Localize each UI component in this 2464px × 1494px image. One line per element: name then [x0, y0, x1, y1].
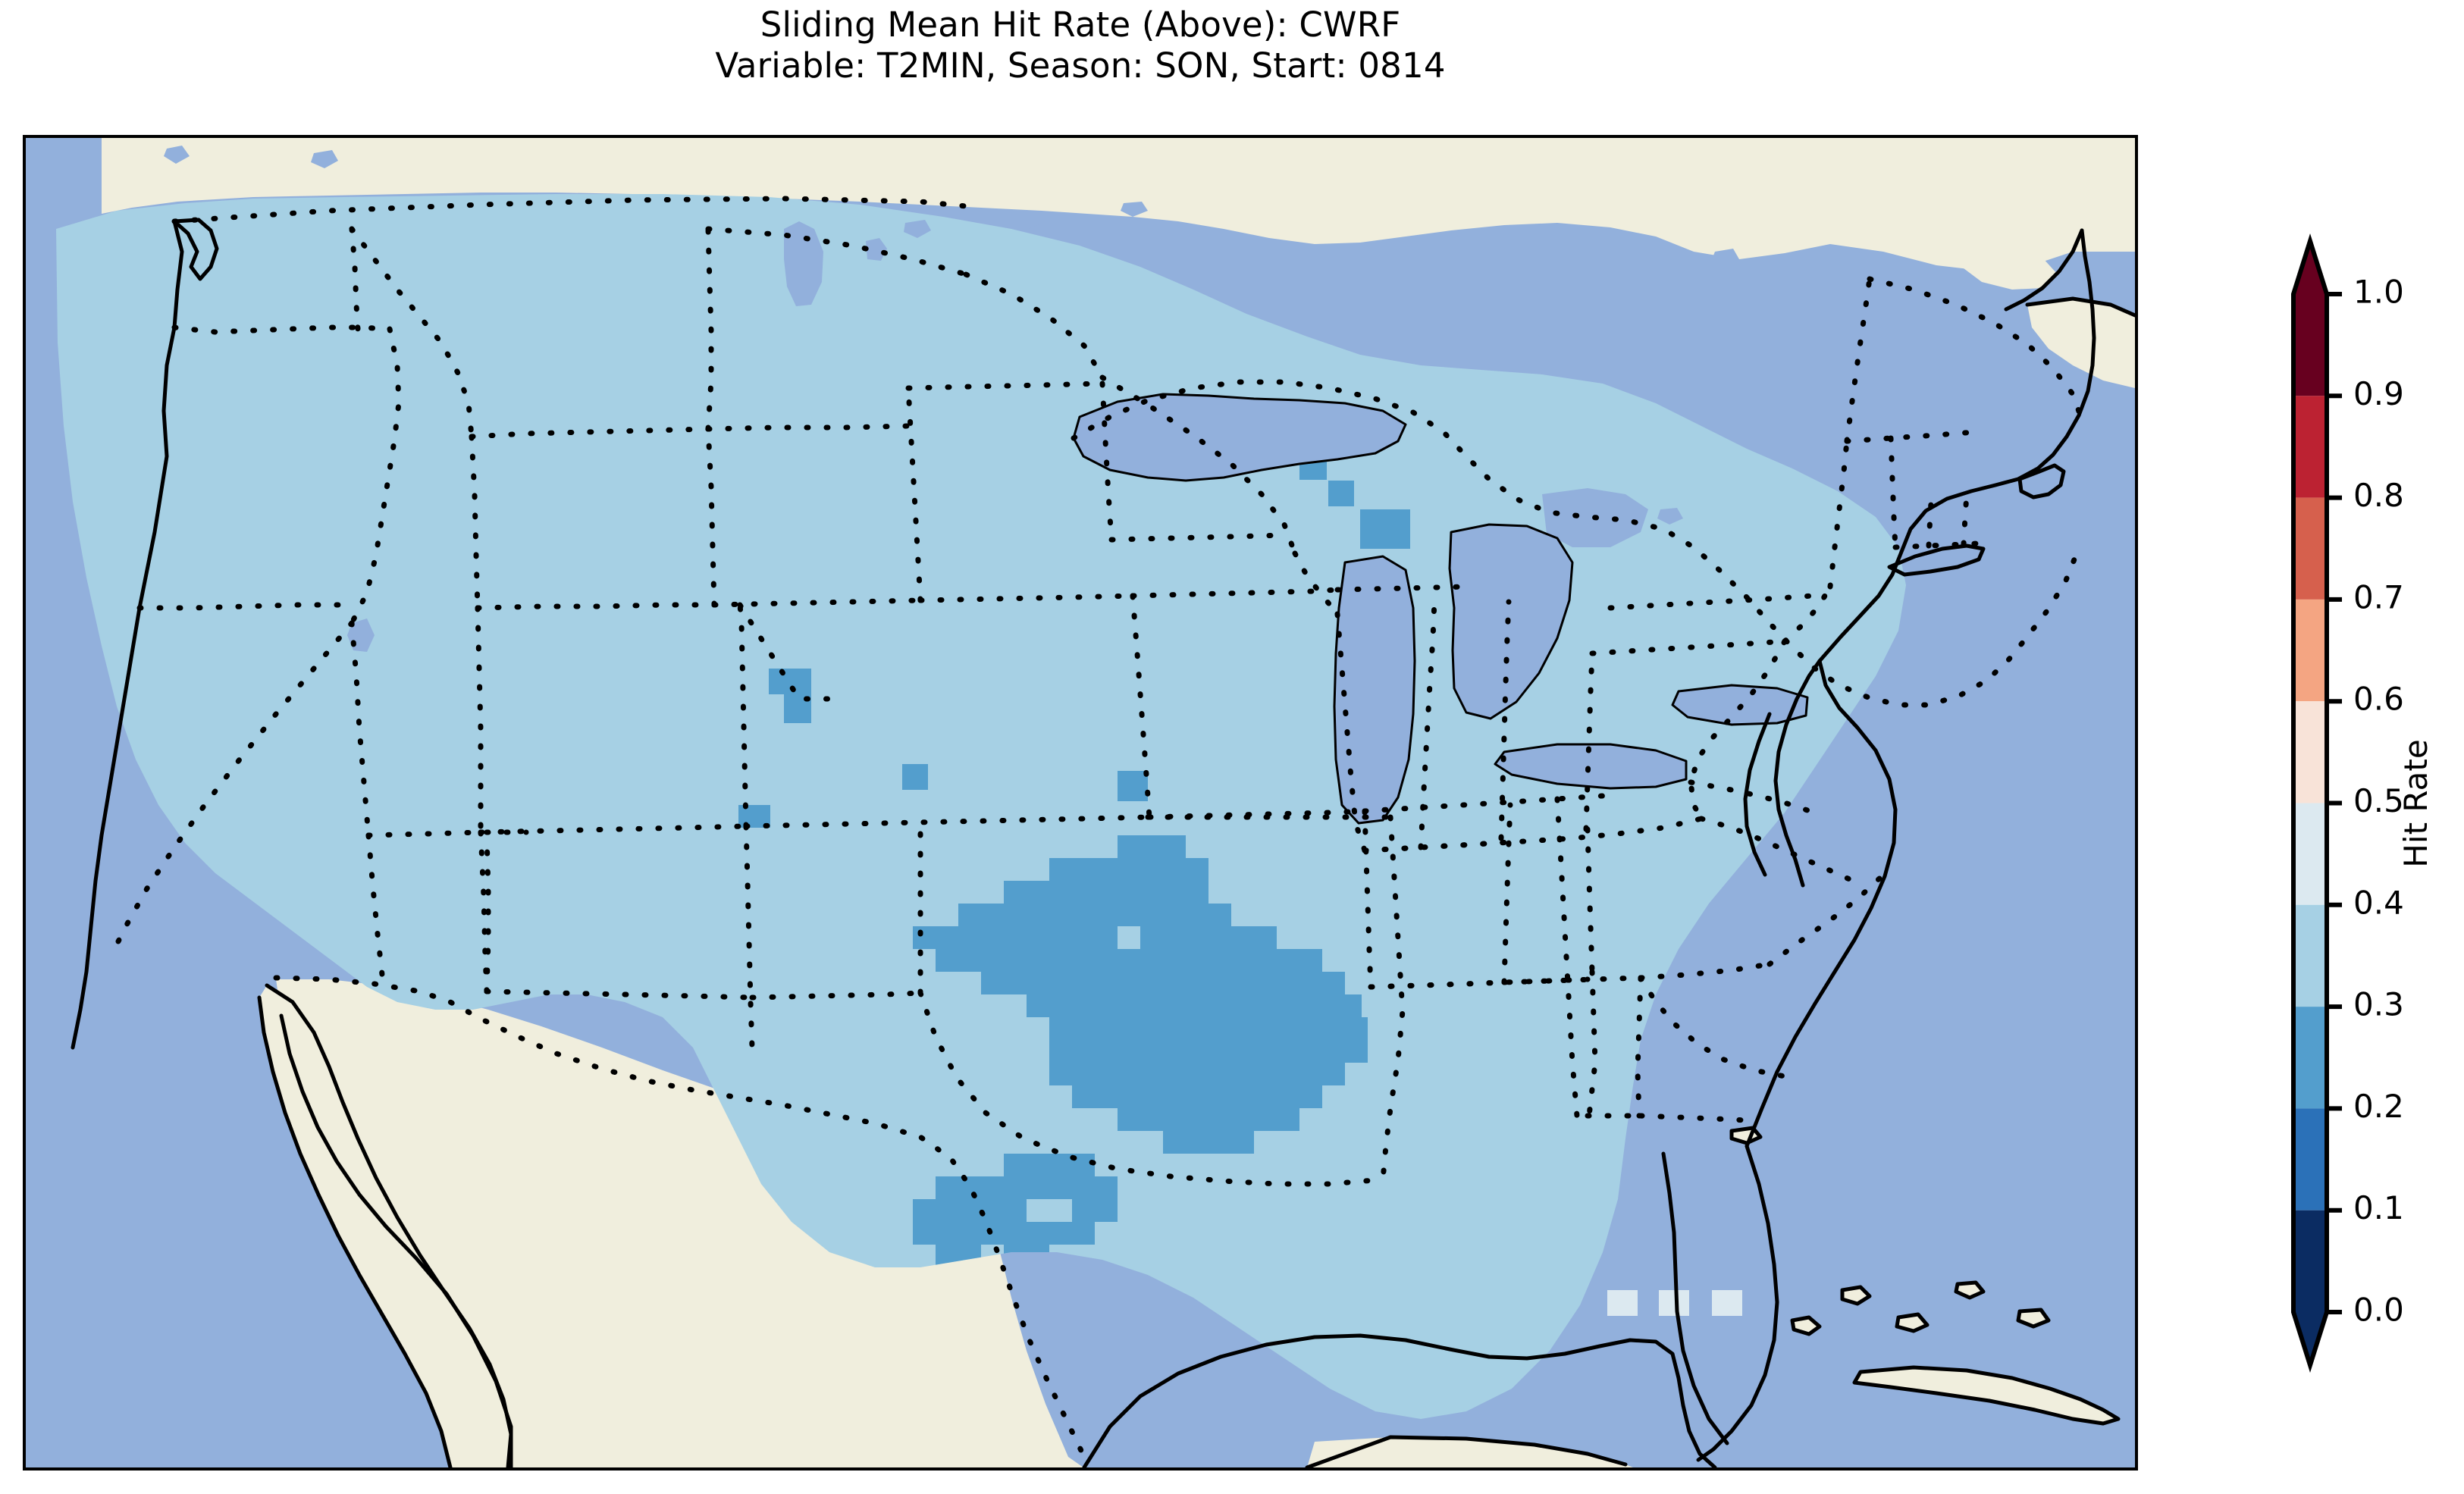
cbar-tick-label: 0.9 [2353, 375, 2404, 412]
data-patch-band-02-03 [738, 453, 1410, 1320]
colorbar-canvas: 1.0 0.9 0.8 0.7 0.6 0.5 0.4 0.3 0.2 0.1 … [2291, 233, 2404, 1373]
colorbar-axis-label: Hit Rate [2397, 739, 2434, 868]
cbar-band-05-06 [2293, 701, 2327, 803]
map-plot-area[interactable] [23, 135, 2138, 1471]
cbar-tick-label: 0.0 [2353, 1292, 2404, 1329]
cbar-band-09-10 [2293, 294, 2327, 396]
cbar-tick-label: 1.0 [2353, 274, 2404, 311]
cbar-band-02-03 [2293, 1007, 2327, 1109]
cbar-tick-label: 0.2 [2353, 1088, 2404, 1125]
cbar-ticks [2327, 292, 2342, 1314]
cbar-tick-label: 0.5 [2353, 782, 2404, 819]
cbar-band-00-01 [2293, 1210, 2327, 1312]
cbar-band-06-07 [2293, 599, 2327, 702]
state-border-layer [108, 196, 2085, 1460]
figure-title: Sliding Mean Hit Rate (Above): CWRF Vari… [0, 5, 2161, 86]
cbar-tick-label: 0.4 [2353, 884, 2404, 921]
cbar-tick-label: 0.1 [2353, 1189, 2404, 1226]
data-patch-keys [1607, 1290, 1742, 1316]
cbar-band-08-09 [2293, 396, 2327, 498]
cbar-band-01-02 [2293, 1108, 2327, 1211]
cbar-tick-label: 0.8 [2353, 477, 2404, 514]
cbar-band-03-04 [2293, 904, 2327, 1007]
cbar-under-arrow [2293, 1312, 2327, 1365]
colorbar-bands [2293, 294, 2327, 1312]
coastline-layer [71, 218, 2135, 1467]
cbar-band-07-08 [2293, 497, 2327, 600]
cbar-tick-label: 0.3 [2353, 986, 2404, 1023]
cbar-tick-label: 0.7 [2353, 578, 2404, 615]
cbar-over-arrow [2293, 241, 2327, 294]
title-line-2: Variable: T2MIN, Season: SON, Start: 081… [715, 45, 1446, 86]
colorbar[interactable]: 1.0 0.9 0.8 0.7 0.6 0.5 0.4 0.3 0.2 0.1 … [2274, 227, 2441, 1380]
cbar-band-04-05 [2293, 803, 2327, 905]
map-canvas [26, 138, 2135, 1467]
cbar-tick-label: 0.6 [2353, 681, 2404, 718]
cbar-tick-labels: 1.0 0.9 0.8 0.7 0.6 0.5 0.4 0.3 0.2 0.1 … [2353, 274, 2404, 1329]
title-line-1: Sliding Mean Hit Rate (Above): CWRF [760, 5, 1401, 45]
